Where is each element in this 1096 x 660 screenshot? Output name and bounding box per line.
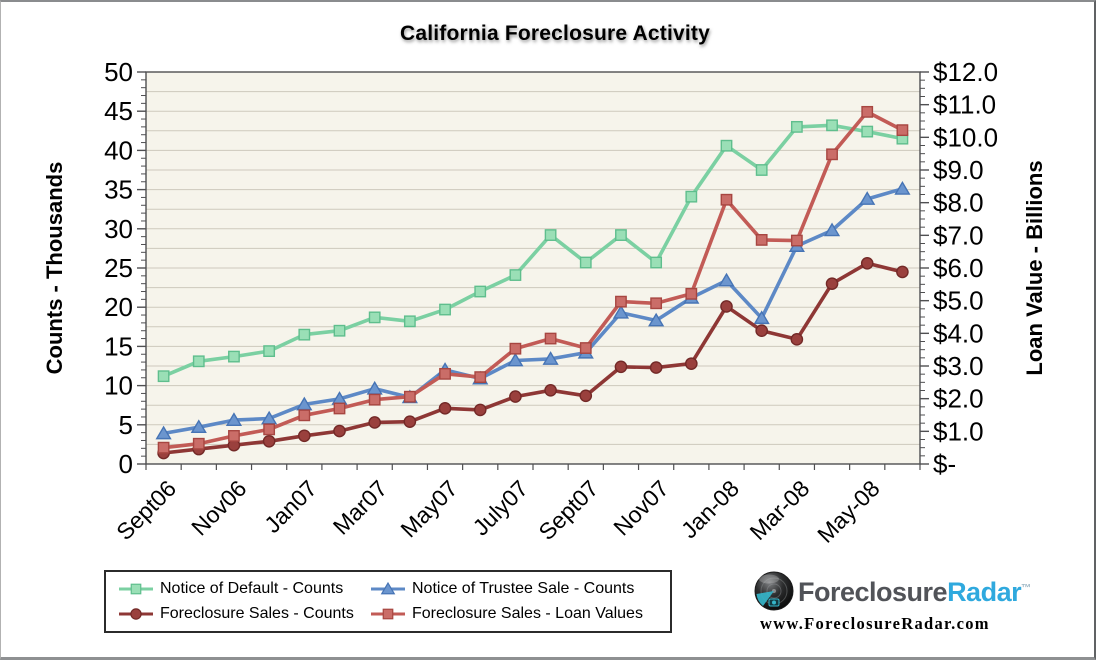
svg-text:25: 25 xyxy=(104,253,133,283)
svg-text:$12.0: $12.0 xyxy=(933,57,998,87)
brand-foreclosure: Foreclosure xyxy=(798,577,948,607)
legend-marker-darkred-circle-icon xyxy=(119,608,153,621)
legend-box: Notice of Default - Counts Notice of Tru… xyxy=(104,570,672,633)
svg-text:Jan-08: Jan-08 xyxy=(676,475,744,543)
svg-text:45: 45 xyxy=(104,96,133,126)
radar-disc-icon xyxy=(754,571,794,610)
trademark-symbol: ™ xyxy=(1021,583,1031,594)
legend-item-foreclosure-sales-loan-values: Foreclosure Sales - Loan Values xyxy=(370,605,670,623)
svg-text:Sept07: Sept07 xyxy=(533,475,603,545)
svg-text:40: 40 xyxy=(104,135,133,165)
svg-text:$10.0: $10.0 xyxy=(933,122,998,152)
svg-text:$8.0: $8.0 xyxy=(933,188,984,218)
legend-item-notice-of-trustee-sale: Notice of Trustee Sale - Counts xyxy=(370,580,670,598)
svg-text:Nov07: Nov07 xyxy=(608,475,673,540)
svg-text:May07: May07 xyxy=(395,475,462,542)
svg-text:$3.0: $3.0 xyxy=(933,351,984,381)
svg-text:$6.0: $6.0 xyxy=(933,253,984,283)
legend-item-foreclosure-sales-counts: Foreclosure Sales - Counts xyxy=(118,605,370,623)
svg-text:50: 50 xyxy=(104,57,133,87)
svg-text:Nov06: Nov06 xyxy=(186,475,251,540)
right-axis-title: Loan Value - Billions xyxy=(1022,160,1047,375)
svg-text:30: 30 xyxy=(104,214,133,244)
legend-marker-red-square-icon xyxy=(371,608,405,620)
svg-text:20: 20 xyxy=(104,292,133,322)
foreclosureradar-logo: ForeclosureRadar™ xyxy=(754,568,1031,613)
series-2 xyxy=(157,256,909,460)
brand-radar: Radar xyxy=(947,577,1022,607)
svg-text:$11.0: $11.0 xyxy=(933,90,996,120)
svg-text:Mar07: Mar07 xyxy=(328,475,392,539)
website-url: www.ForeclosureRadar.com xyxy=(760,614,990,633)
svg-text:5: 5 xyxy=(119,410,133,440)
legend-marker-green-square-icon xyxy=(119,583,153,595)
svg-text:Mar-08: Mar-08 xyxy=(744,475,814,545)
series-0 xyxy=(157,119,909,383)
chart-title: California Foreclosure Activity xyxy=(399,22,710,45)
svg-text:$9.0: $9.0 xyxy=(933,155,984,185)
legend-marker-blue-triangle-icon xyxy=(371,581,405,595)
svg-text:Jan07: Jan07 xyxy=(259,475,322,538)
svg-text:$-: $- xyxy=(933,449,956,479)
svg-text:$5.0: $5.0 xyxy=(933,286,984,316)
svg-text:15: 15 xyxy=(104,331,133,361)
legend-label: Foreclosure Sales - Loan Values xyxy=(412,605,643,623)
brand-wordmark: ForeclosureRadar™ xyxy=(798,568,1031,613)
svg-text:10: 10 xyxy=(104,371,133,401)
svg-text:35: 35 xyxy=(104,175,133,205)
legend-label: Foreclosure Sales - Counts xyxy=(160,605,354,623)
svg-text:July07: July07 xyxy=(468,475,533,540)
svg-text:May-08: May-08 xyxy=(812,475,885,548)
svg-text:$4.0: $4.0 xyxy=(933,318,984,348)
legend-label: Notice of Default - Counts xyxy=(160,579,344,597)
legend-item-notice-of-default: Notice of Default - Counts xyxy=(118,580,370,598)
left-axis-title: Counts - Thousands xyxy=(42,162,67,375)
svg-text:$2.0: $2.0 xyxy=(933,384,984,414)
legend-label: Notice of Trustee Sale - Counts xyxy=(412,579,635,597)
svg-text:$7.0: $7.0 xyxy=(933,220,984,250)
svg-text:Sept06: Sept06 xyxy=(111,475,181,545)
svg-text:0: 0 xyxy=(119,449,133,479)
series-3 xyxy=(157,105,909,454)
svg-text:$1.0: $1.0 xyxy=(933,416,984,446)
